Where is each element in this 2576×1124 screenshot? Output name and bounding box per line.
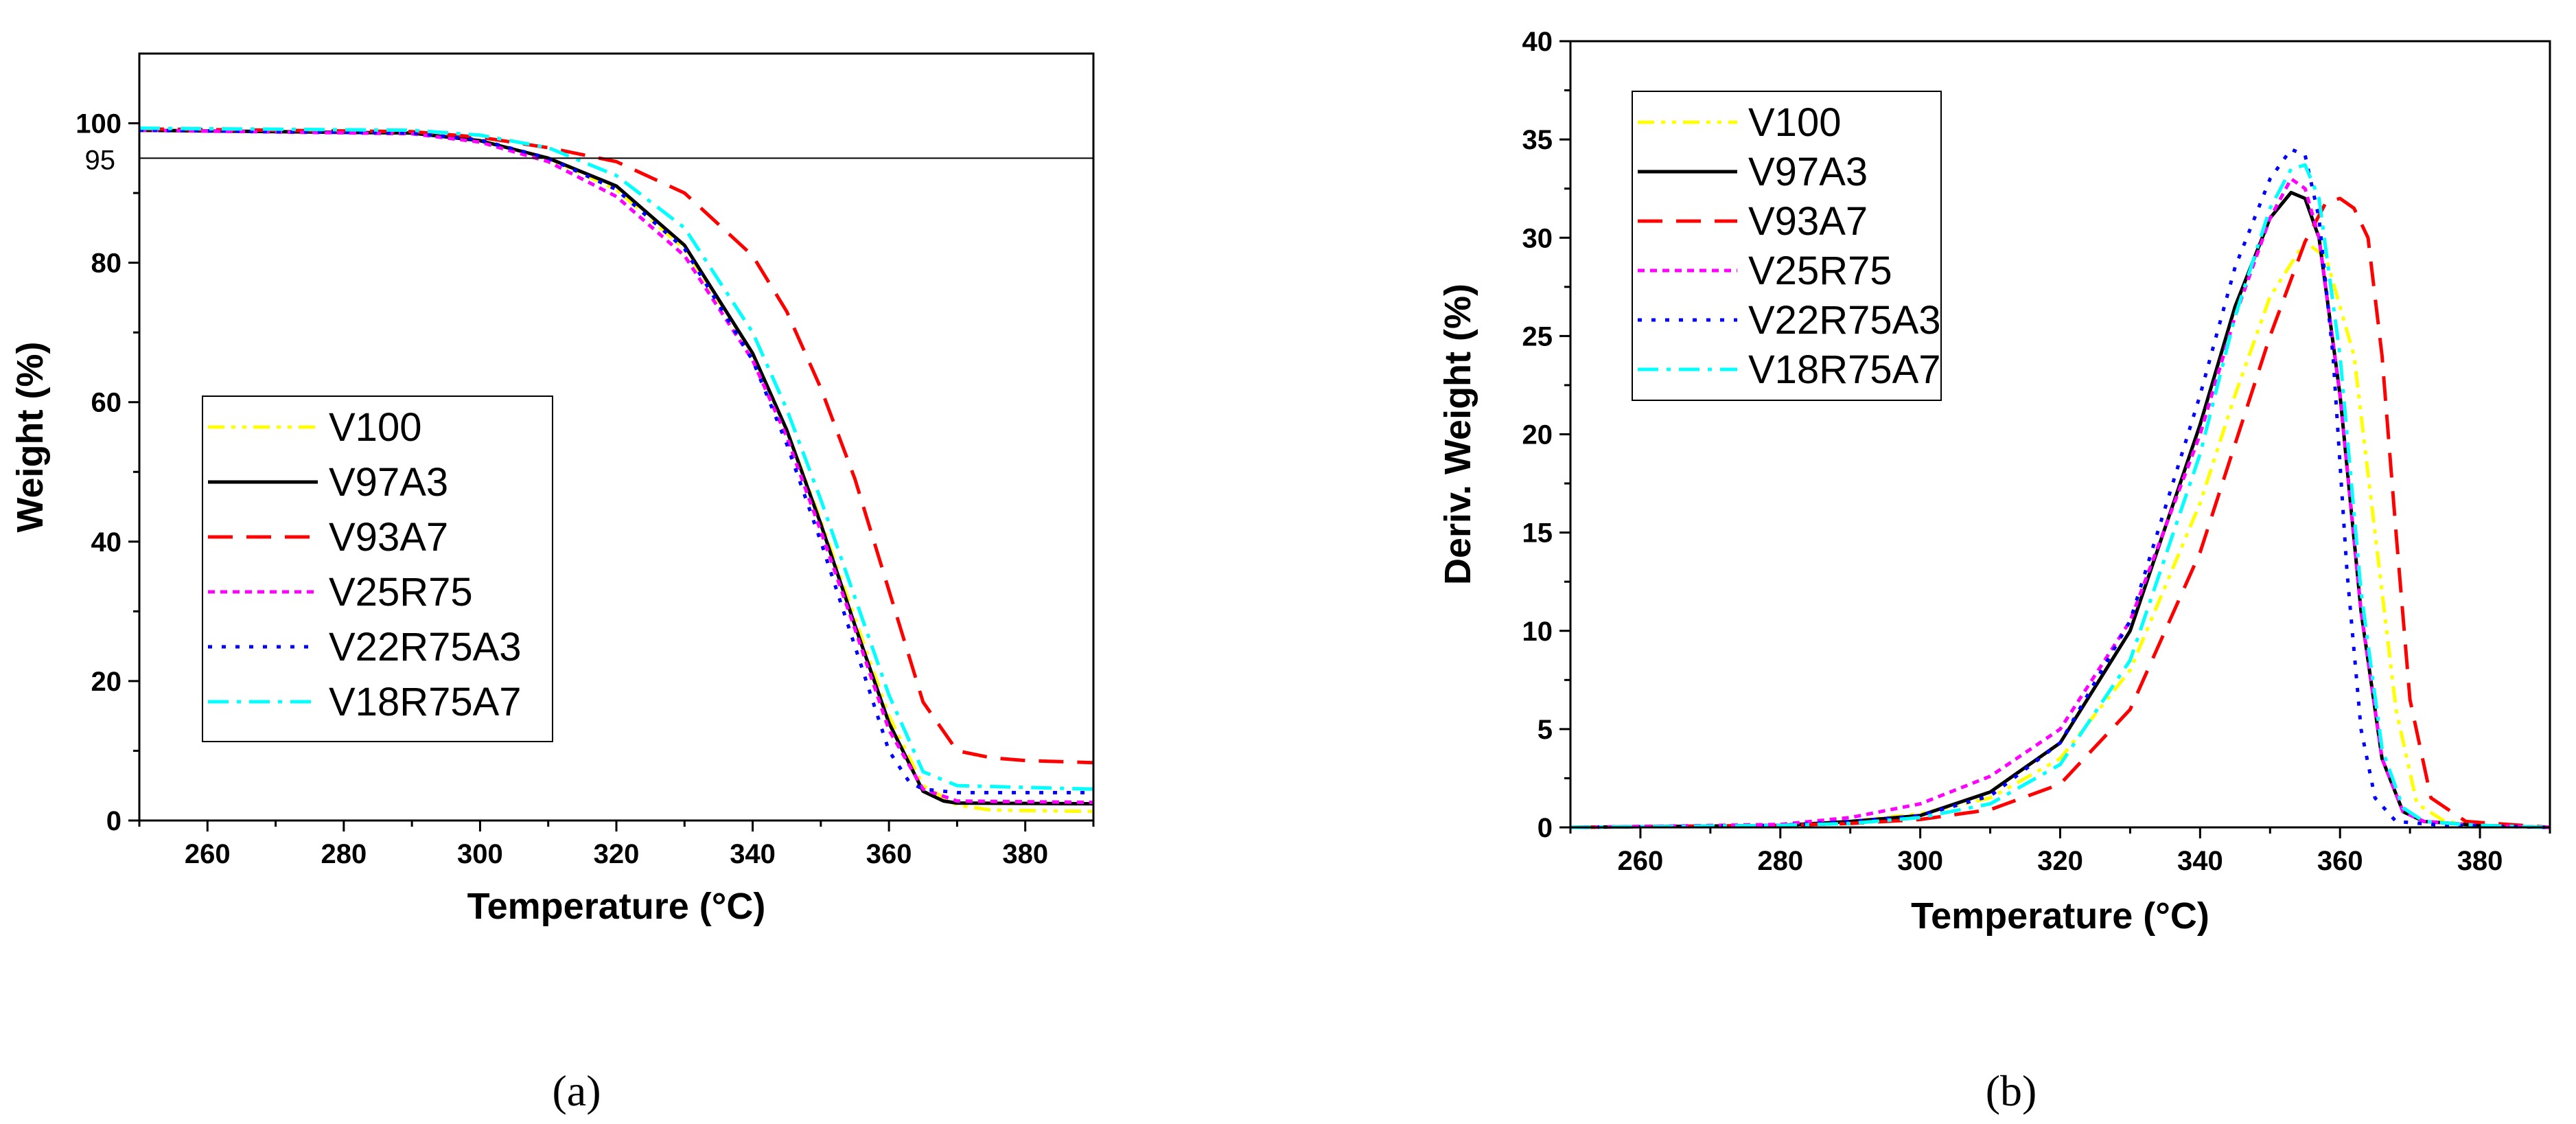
y-tick-label: 40 bbox=[1522, 27, 1553, 57]
y-tick-label: 0 bbox=[106, 806, 121, 836]
x-tick-label: 260 bbox=[1618, 846, 1664, 876]
legend-box bbox=[1632, 91, 1942, 401]
panel-b-label: (b) bbox=[1986, 1066, 2037, 1115]
x-tick-label: 320 bbox=[594, 839, 640, 869]
legend-label-v22r75a3: V22R75A3 bbox=[329, 625, 522, 669]
panel-a-y-axis-title: Weight (%) bbox=[10, 342, 51, 533]
panel-b-x-ticks: 260 280 300 320 340 360 380 bbox=[1569, 827, 2551, 876]
x-tick-label: 340 bbox=[730, 839, 776, 869]
legend-label-v100: V100 bbox=[1748, 100, 1841, 145]
panel-b-derivative-chart: 260 280 300 320 340 360 380 0 5 10 15 20 25 30 35 40 T… bbox=[1437, 27, 2551, 1115]
x-tick-label: 260 bbox=[185, 839, 231, 869]
y-tick-label: 15 bbox=[1522, 518, 1553, 549]
series-line-v25r75 bbox=[139, 128, 1094, 805]
y-tick-label: 20 bbox=[91, 667, 122, 697]
series-line-v97a3 bbox=[139, 128, 1094, 806]
y-tick-label: 20 bbox=[1522, 420, 1553, 450]
x-tick-label: 280 bbox=[1757, 846, 1803, 876]
legend-label-v22r75a3: V22R75A3 bbox=[1748, 298, 1941, 343]
legend-label-v25r75: V25R75 bbox=[1748, 249, 1892, 293]
panel-a-weight-chart: 260 280 300 320 340 360 380 0 20 40 60 80 100 95 Te… bbox=[10, 52, 1095, 1115]
y-tick-label: 100 bbox=[76, 109, 121, 139]
panel-a-y-ticks: 0 20 40 60 80 100 bbox=[76, 109, 139, 836]
y-tick-label: 80 bbox=[91, 249, 122, 279]
x-tick-label: 380 bbox=[1002, 839, 1048, 869]
legend-label-v18r75a7: V18R75A7 bbox=[1748, 347, 1941, 392]
legend-label-v18r75a7: V18R75A7 bbox=[329, 680, 522, 724]
y-tick-label: 60 bbox=[91, 388, 122, 418]
panel-a-x-ticks: 260 280 300 320 340 360 380 bbox=[138, 821, 1095, 869]
y-tick-label: 5 bbox=[1538, 715, 1553, 745]
series-line-v22r75a3 bbox=[1570, 147, 2551, 829]
panel-b-series-lines bbox=[1570, 147, 2551, 829]
y-tick-label: 0 bbox=[1538, 813, 1553, 843]
panel-a-legend: V100 V97A3 V93A7 V25R75 V22R75A3 V18R75A7 bbox=[202, 395, 553, 742]
series-line-v22r75a3 bbox=[139, 128, 1093, 794]
legend-label-v25r75: V25R75 bbox=[329, 570, 473, 615]
legend-label-v93a7: V93A7 bbox=[329, 515, 448, 560]
legend-label-v93a7: V93A7 bbox=[1748, 199, 1868, 244]
legend-label-v97a3: V97A3 bbox=[329, 460, 448, 505]
y-tick-label: 35 bbox=[1522, 125, 1553, 155]
panel-a-95-reference-label: 95 bbox=[85, 145, 116, 175]
panel-b-x-axis-title: Temperature (°C) bbox=[1911, 895, 2209, 937]
panel-b-y-ticks: 0 5 10 15 20 25 30 35 40 bbox=[1522, 27, 1570, 843]
y-tick-label: 40 bbox=[91, 527, 122, 558]
panel-b-y-axis-title: Deriv. Weight (%) bbox=[1437, 284, 1478, 585]
x-tick-label: 300 bbox=[1897, 846, 1943, 876]
series-line-v25r75 bbox=[1570, 176, 2551, 829]
y-tick-label: 10 bbox=[1522, 617, 1553, 647]
series-line-v93a7 bbox=[139, 127, 1094, 765]
x-tick-label: 340 bbox=[2177, 846, 2223, 876]
legend-box bbox=[202, 395, 553, 742]
panel-a-label: (a) bbox=[552, 1066, 601, 1115]
x-tick-label: 280 bbox=[321, 839, 367, 869]
panel-a-series-lines bbox=[139, 126, 1094, 814]
legend-label-v97a3: V97A3 bbox=[1748, 150, 1868, 194]
x-tick-label: 360 bbox=[2317, 846, 2363, 876]
legend-label-v100: V100 bbox=[329, 405, 421, 450]
x-tick-label: 380 bbox=[2457, 846, 2503, 876]
y-tick-label: 25 bbox=[1522, 321, 1553, 352]
series-line-v18r75a7 bbox=[1570, 163, 2551, 829]
x-tick-label: 360 bbox=[866, 839, 912, 869]
series-line-v93a7 bbox=[1570, 196, 2551, 829]
x-tick-label: 320 bbox=[2037, 846, 2083, 876]
y-tick-label: 30 bbox=[1522, 223, 1553, 253]
panel-a-x-axis-title: Temperature (°C) bbox=[467, 886, 766, 927]
series-line-v97a3 bbox=[1570, 190, 2551, 829]
x-tick-label: 300 bbox=[457, 839, 503, 869]
